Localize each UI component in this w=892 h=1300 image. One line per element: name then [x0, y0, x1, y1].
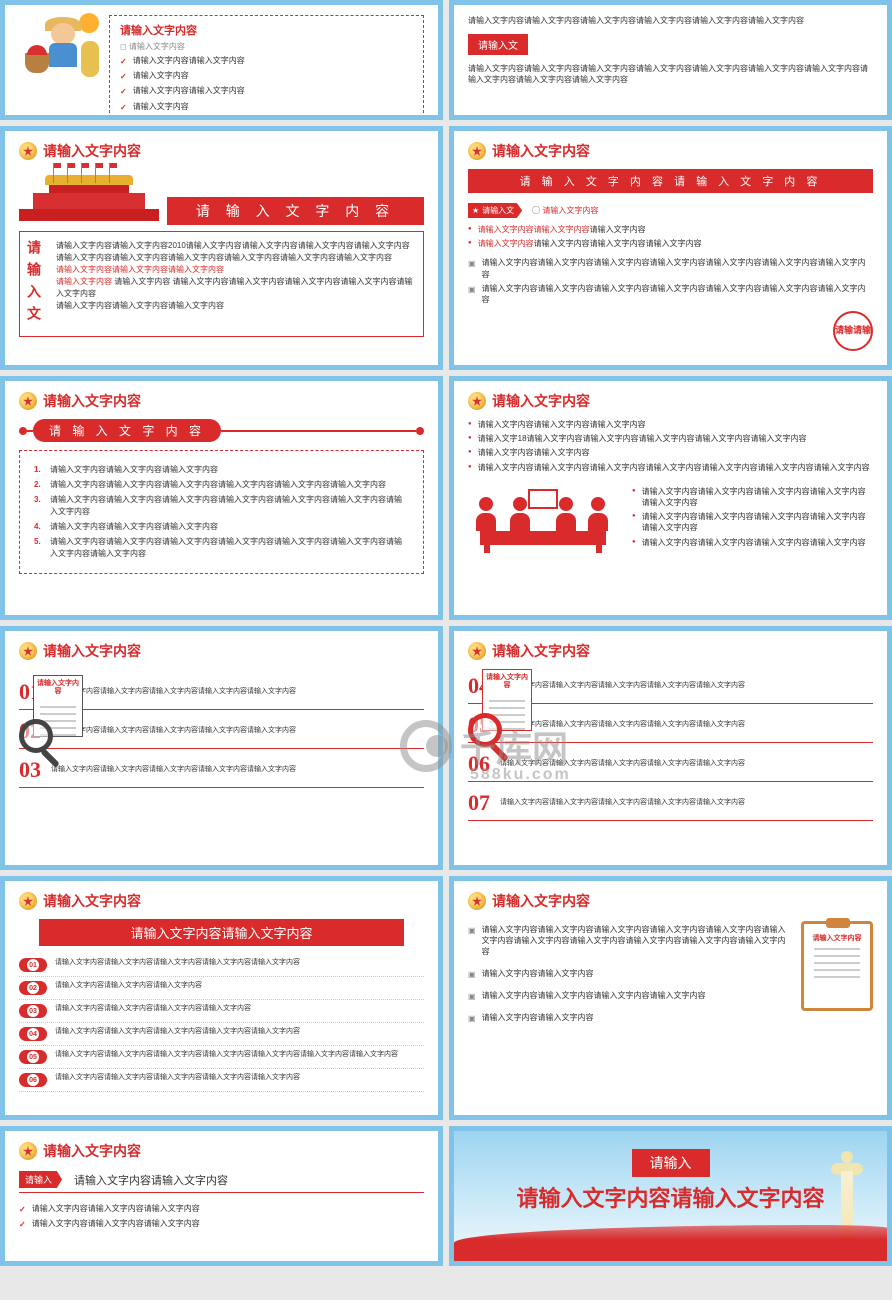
- meeting-illustration: [468, 483, 618, 553]
- title-button: 请输入: [632, 1149, 710, 1177]
- party-emblem-icon: [19, 1142, 37, 1160]
- watermark-logo-icon: [400, 720, 452, 772]
- farmer-illustration: [19, 15, 99, 85]
- clipboard-illustration: 请输入文字内容: [801, 921, 873, 1011]
- ring-label: ◯ 请输入文字内容: [532, 205, 598, 216]
- watermark-url: 588ku.com: [470, 766, 571, 784]
- pill-row: 05请输入文字内容请输入文字内容请输入文字内容请输入文字内容请输入文字内容请输入…: [19, 1046, 424, 1069]
- bullet-item: 请输入文字内容: [120, 101, 413, 113]
- party-emblem-icon: [468, 392, 486, 410]
- tag-label: 请输入: [19, 1171, 62, 1188]
- square-item: 请输入文字内容请输入文字内容: [468, 968, 787, 980]
- slide-2: 请输入文字内容请输入文字内容请输入文字内容请输入文字内容请输入文字内容请输入文字…: [449, 0, 892, 120]
- paragraph: 请输入文字内容请输入文字内容请输入文字内容请输入文字内容请输入文字内容请输入文字…: [468, 15, 873, 26]
- watermark-text: 千库网: [460, 720, 568, 772]
- paragraph-red: 请输入文字内容请输入文字内容请输入文字内容: [56, 264, 415, 276]
- list-item: 请输入文字内容请输入文字内容请输入文字内容请输入文字内容请输入文字内容请输入文字…: [34, 494, 409, 518]
- square-item: 请输入文字内容请输入文字内容: [468, 1012, 787, 1024]
- slide-6: 请输入文字内容 请输入文字内容请输入文字内容请输入文字内容 请输入文字18请输入…: [449, 376, 892, 620]
- circle-badge: 请输请输: [833, 311, 873, 351]
- paragraph: 请输入文字内容请输入文字内容请输入文字内容: [56, 300, 415, 312]
- slide-title: 请输入文字内容: [492, 891, 590, 911]
- bullet-item: 请输入文字内容请输入文字内容请输入文字内容: [468, 224, 873, 235]
- slide-title: 请输入文字内容: [43, 891, 141, 911]
- slide-9: 请输入文字内容 请输入文字内容请输入文字内容 01请输入文字内容请输入文字内容请…: [0, 876, 443, 1120]
- button-label: 请输入文: [468, 34, 528, 55]
- bullet-item: 请输入文字内容请输入文字内容: [120, 55, 413, 67]
- party-emblem-icon: [19, 392, 37, 410]
- main-title: 请输入文字内容请输入文字内容: [468, 1185, 873, 1214]
- bullet-item: 请输入文字内容请输入文字内容: [120, 85, 413, 97]
- box-title: 请输入文字内容: [120, 22, 413, 38]
- subtitle-bar: 请 输 入 文 字 内 容 请 输 入 文 字 内 容: [468, 169, 873, 193]
- slide-title: 请输入文字内容: [492, 141, 590, 161]
- bullet-item: 请输入文字内容: [120, 70, 413, 82]
- num-row: 07 请输入文字内容请输入文字内容请输入文字内容请输入文字内容请输入文字内容: [468, 786, 873, 821]
- tiananmen-illustration: [19, 173, 159, 221]
- slide-7: 请输入文字内容 请输入文字内容 01 请输入文字内容请输入文字内容请输入文字内容…: [0, 626, 443, 870]
- banner: 请输入文字内容请输入文字内容: [39, 919, 404, 946]
- watermark-brand: 千库网: [400, 720, 568, 772]
- square-item: 请输入文字内容请输入文字内容请输入文字内容请输入文字内容: [468, 990, 787, 1002]
- sub-label: ◻ 请输入文字内容: [120, 41, 413, 52]
- vertical-label: 请输入文: [20, 232, 48, 336]
- pill-row: 04请输入文字内容请输入文字内容请输入文字内容请输入文字内容请输入文字内容: [19, 1023, 424, 1046]
- slide-title: 请输入文字内容: [43, 391, 141, 411]
- list-item: 请输入文字内容请输入文字内容请输入文字内容请输入文字内容请输入文字内容请输入文字…: [34, 536, 409, 560]
- slide-grid: 请输入文字内容 ◻ 请输入文字内容 请输入文字内容请输入文字内容 请输入文字内容…: [0, 0, 892, 1266]
- slide-title: 请输入文字内容: [492, 391, 590, 411]
- bullet-item: 请输入文字内容请输入文字内容: [468, 447, 873, 458]
- bullet-item: 请输入文字18请输入文字内容请输入文字内容请输入文字内容请输入文字内容请输入文字…: [468, 433, 873, 444]
- pill-row: 03请输入文字内容请输入文字内容请输入文字内容请输入文字内容: [19, 1000, 424, 1023]
- bullet-item: 请输入文字内容请输入文字内容请输入文字内容请输入文字内容请输入文字内容请输入文字…: [468, 462, 873, 473]
- square-item: 请输入文字内容请输入文字内容请输入文字内容请输入文字内容请输入文字内容请输入文字…: [468, 283, 873, 305]
- star-tag: 请输入文: [468, 203, 522, 218]
- square-item: 请输入文字内容请输入文字内容请输入文字内容请输入文字内容请输入文字内容请输入文字…: [468, 257, 873, 279]
- pill-title: 请 输 入 文 字 内 容: [33, 419, 221, 442]
- party-emblem-icon: [468, 642, 486, 660]
- bullet-item: 请输入文字内容请输入文字内容请输入文字内容请输入文字内容请输入文字内容: [632, 486, 873, 508]
- check-item: 请输入文字内容请输入文字内容请输入文字内容: [19, 1218, 424, 1230]
- square-item: 请输入文字内容请输入文字内容请输入文字内容请输入文字内容请输入文字内容请输入文字…: [468, 924, 787, 958]
- pill-row: 06请输入文字内容请输入文字内容请输入文字内容请输入文字内容请输入文字内容: [19, 1069, 424, 1092]
- bullet-item: 请输入文字内容请输入文字内容请输入文字内容请输入文字内容请输入文字内容: [632, 511, 873, 533]
- slide-5: 请输入文字内容 请 输 入 文 字 内 容 请输入文字内容请输入文字内容请输入文…: [0, 376, 443, 620]
- slide-10: 请输入文字内容 请输入文字内容请输入文字内容请输入文字内容请输入文字内容请输入文…: [449, 876, 892, 1120]
- party-emblem-icon: [19, 892, 37, 910]
- slide-title: 请输入文字内容: [43, 1141, 141, 1161]
- bullet-item: 请输入文字内容请输入文字内容请输入文字内容: [468, 419, 873, 430]
- slide-11: 请输入文字内容 请输入 请输入文字内容请输入文字内容 请输入文字内容请输入文字内…: [0, 1126, 443, 1266]
- magnifier-illustration: 请输入文字内容: [19, 675, 91, 765]
- slide-4: 请输入文字内容 请 输 入 文 字 内 容 请 输 入 文 字 内 容 请输入文…: [449, 126, 892, 370]
- list-item: 请输入文字内容请输入文字内容请输入文字内容请输入文字内容请输入文字内容请输入文字…: [34, 479, 409, 491]
- pill-row: 02请输入文字内容请输入文字内容请输入文字内容: [19, 977, 424, 1000]
- list-item: 请输入文字内容请输入文字内容请输入文字内容: [34, 521, 409, 533]
- slide-title: 请输入文字内容: [492, 641, 590, 661]
- subtitle: 请输入文字内容请输入文字内容: [74, 1172, 228, 1188]
- slide-3: 请输入文字内容 请 输 入 文 字 内 容 请输入文 请输入文字内容请输入文字内…: [0, 126, 443, 370]
- slide-12: 请输入 请输入文字内容请输入文字内容: [449, 1126, 892, 1266]
- paragraph: 请输入文字内容请输入文字内容请输入文字内容请输入文字内容请输入文字内容请输入文字…: [468, 63, 873, 85]
- party-emblem-icon: [19, 142, 37, 160]
- numbered-list: 请输入文字内容请输入文字内容请输入文字内容 请输入文字内容请输入文字内容请输入文…: [34, 464, 409, 560]
- party-emblem-icon: [468, 892, 486, 910]
- bullet-item: 请输入文字内容请输入文字内容请输入文字内容请输入文字内容: [632, 537, 873, 548]
- banner-title: 请 输 入 文 字 内 容: [167, 197, 424, 225]
- slide-title: 请输入文字内容: [43, 641, 141, 661]
- party-emblem-icon: [19, 642, 37, 660]
- check-item: 请输入文字内容请输入文字内容请输入文字内容: [19, 1203, 424, 1215]
- slide-title: 请输入文字内容: [43, 141, 141, 161]
- flag-wave: [454, 1225, 887, 1261]
- pill-row: 01请输入文字内容请输入文字内容请输入文字内容请输入文字内容请输入文字内容: [19, 954, 424, 977]
- paragraph: 请输入文字内容请输入文字内容2010请输入文字内容请输入文字内容请输入文字内容请…: [56, 240, 415, 264]
- party-emblem-icon: [468, 142, 486, 160]
- slide-1: 请输入文字内容 ◻ 请输入文字内容 请输入文字内容请输入文字内容 请输入文字内容…: [0, 0, 443, 120]
- paragraph: 请输入文字内容 请输入文字内容 请输入文字内容请输入文字内容请输入文字内容请输入…: [56, 276, 415, 300]
- bullet-item: 请输入文字内容请输入文字内容请输入文字内容请输入文字内容: [468, 238, 873, 249]
- list-item: 请输入文字内容请输入文字内容请输入文字内容: [34, 464, 409, 476]
